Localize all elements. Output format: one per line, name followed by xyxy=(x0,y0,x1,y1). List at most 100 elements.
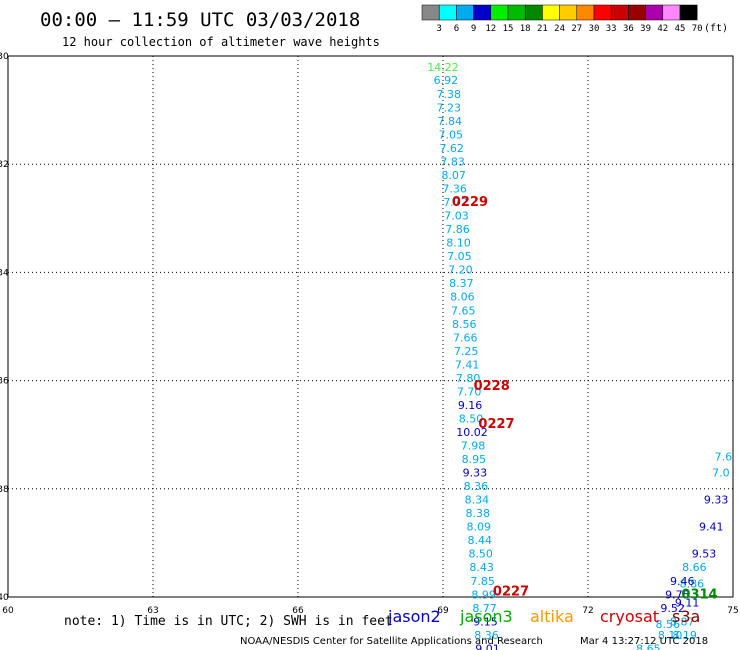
swh-point-label: 10.02 xyxy=(456,426,488,439)
y-tick-label: -36 xyxy=(0,377,9,387)
colorbar-swatch xyxy=(438,4,457,21)
swh-point-label: 8.87 xyxy=(670,615,695,628)
swh-point-label: 7.25 xyxy=(454,345,479,358)
swh-point-label: 7.6 xyxy=(715,450,733,463)
swh-point-label: 7.20 xyxy=(448,264,473,277)
colorbar-tick-label: 33 xyxy=(606,24,617,34)
swh-point-label: 8.95 xyxy=(462,453,487,466)
swh-point-label: 8.65 xyxy=(636,642,661,650)
swh-point-label: 8.10 xyxy=(446,237,471,250)
chart-title: 00:00 – 11:59 UTC 03/03/2018 xyxy=(40,9,360,31)
swh-point-label: 7.70 xyxy=(457,385,482,398)
swh-point-label: 7.0 xyxy=(712,467,730,480)
swh-point-label: 9.11 xyxy=(675,596,700,609)
colorbar-tick-label: 21 xyxy=(537,24,548,34)
colorbar-tick-label: 36 xyxy=(623,24,634,34)
swh-point-label: 7.38 xyxy=(437,88,462,101)
swh-point-label: 8.38 xyxy=(466,507,491,520)
pass-time-label: 0227 xyxy=(478,417,514,432)
colorbar-swatch xyxy=(490,4,509,21)
colorbar-tick-label: 3 xyxy=(436,24,441,34)
colorbar-swatch xyxy=(473,4,492,21)
swh-point-label: 7.05 xyxy=(438,128,463,141)
swh-point-label: 9.75 xyxy=(665,588,690,601)
colorbar-swatch xyxy=(421,4,440,21)
swh-point-label: 8.56 xyxy=(656,618,681,631)
colorbar-tick-label: 6 xyxy=(454,24,459,34)
colorbar-swatch xyxy=(576,4,595,21)
swh-point-label: 7.65 xyxy=(451,304,476,317)
swh-point-label: 7.83 xyxy=(440,155,465,168)
x-tick-label: 75 xyxy=(727,606,738,616)
colorbar-swatch xyxy=(524,4,543,21)
legend-cryosat: cryosat xyxy=(600,607,659,626)
swh-point-label: 14.22 xyxy=(427,61,459,74)
y-tick-label: -40 xyxy=(0,593,9,603)
swh-point-label: 9.15 xyxy=(473,615,498,628)
swh-point-label: 8.50 xyxy=(459,412,484,425)
colorbar-swatch xyxy=(679,4,698,21)
swh-point-label: 8.44 xyxy=(467,534,492,547)
colorbar-tick-label: 24 xyxy=(554,24,565,34)
swh-point-label: 8.99 xyxy=(471,588,496,601)
swh-point-label: 7.85 xyxy=(470,575,495,588)
swh-point-label: 7.03 xyxy=(444,210,469,223)
colorbar-tick-label: 70 xyxy=(692,24,703,34)
colorbar-swatch xyxy=(507,4,526,21)
legend-jason3: jason3 xyxy=(459,607,513,626)
swh-point-label: 7.84 xyxy=(438,115,463,128)
x-tick-label: 72 xyxy=(582,606,593,616)
colorbar-tick-label: 18 xyxy=(520,24,531,34)
footer-timestamp: Mar 4 13:27:12 UTC 2018 xyxy=(580,636,708,647)
swh-point-label: 7.86 xyxy=(445,223,470,236)
colorbar-swatch xyxy=(662,4,681,21)
swh-point-label: 7.62 xyxy=(439,142,464,155)
swh-point-label: 9.52 xyxy=(660,602,685,615)
swh-point-label: 8.77 xyxy=(472,602,497,615)
swh-point-label: 8.36 xyxy=(464,480,489,493)
swh-point-label: 8.07 xyxy=(441,169,466,182)
colorbar-tick-label: 45 xyxy=(675,24,686,34)
footer-credit: NOAA/NESDIS Center for Satellite Applica… xyxy=(240,636,543,647)
colorbar-swatch xyxy=(593,4,612,21)
color-scale-bar: 3 6 9 12 15 18 21 24 27 30 33 36 39 42 45 70 xyxy=(421,4,703,34)
swh-point-label: 9.33 xyxy=(704,494,729,507)
swh-point-label: 8.19 xyxy=(672,629,697,642)
swh-point-label: 7.23 xyxy=(437,101,462,114)
colorbar-tick-label: 27 xyxy=(571,24,582,34)
colorbar-tick-label: 30 xyxy=(589,24,600,34)
y-tick-label: -38 xyxy=(0,485,9,495)
legend-s3a: s3a xyxy=(672,607,700,626)
swh-point-label: 8.10 xyxy=(658,629,683,642)
pass-time-label: 0229 xyxy=(452,195,488,210)
swh-point-label: 7.36 xyxy=(442,183,467,196)
swh-point-label: 7.80 xyxy=(456,372,481,385)
swh-point-label: 7.05 xyxy=(447,250,472,263)
swh-point-label: 9.53 xyxy=(692,548,717,561)
y-tick-label: -30 xyxy=(0,52,9,62)
swh-point-label: 9.16 xyxy=(458,399,483,412)
swh-point-label: 8.36 xyxy=(474,629,499,642)
colorbar-tick-label: 9 xyxy=(471,24,476,34)
pass-time-label: 0314 xyxy=(681,587,717,602)
swh-point-label: 7.72 xyxy=(443,196,468,209)
swh-point-label: 7.41 xyxy=(455,358,480,371)
colorbar-swatch xyxy=(559,4,578,21)
swh-point-label: 8.43 xyxy=(469,561,494,574)
satellite-legend: jason2 jason3 altika cryosat s3a xyxy=(387,607,700,626)
swh-point-label: 6.92 xyxy=(434,74,459,87)
y-tick-label: -32 xyxy=(0,160,9,170)
y-tick-label: -34 xyxy=(0,268,9,278)
swh-point-label: 9.46 xyxy=(670,575,695,588)
swh-point-label: 7.98 xyxy=(461,440,486,453)
colorbar-swatch xyxy=(628,4,646,21)
swh-point-label: 8.34 xyxy=(465,494,490,507)
colorbar-swatch xyxy=(645,4,664,21)
colorbar-tick-label: 39 xyxy=(640,24,651,34)
swh-point-label: 9.33 xyxy=(463,467,488,480)
x-tick-label: 63 xyxy=(147,606,158,616)
footer-note: note: 1) Time is in UTC; 2) SWH is in fe… xyxy=(64,614,393,629)
chart-subtitle: 12 hour collection of altimeter wave hei… xyxy=(62,35,380,49)
legend-jason2: jason2 xyxy=(387,607,441,626)
